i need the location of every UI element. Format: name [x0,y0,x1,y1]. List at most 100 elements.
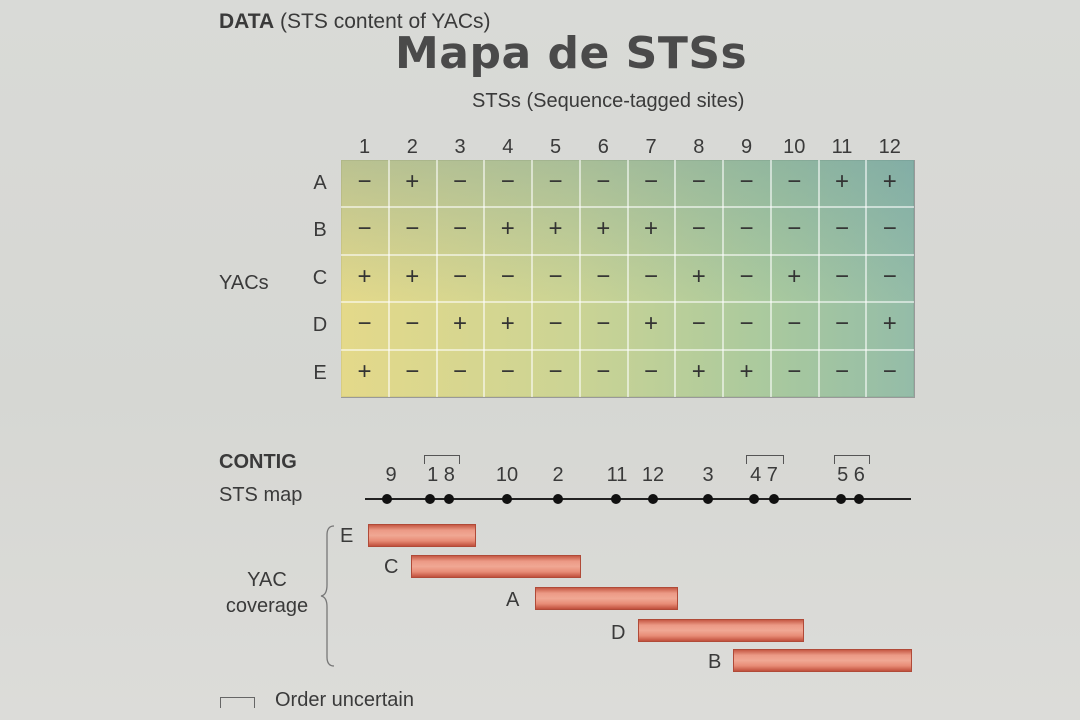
map-label: 1 8 [427,464,455,486]
grid-cell: − [596,262,611,290]
grid-cell: − [834,357,849,385]
grid-cell: + [834,168,849,195]
order-uncertain-legend-bracket [220,697,255,708]
grid-cell: − [500,262,515,290]
column-number: 7 [645,136,657,158]
grid-cell: − [405,357,420,385]
slide-title: Mapa de STSs [395,28,748,79]
sts-marker [703,494,713,504]
map-label: 4 7 [750,464,778,486]
sts-map-axis [365,498,911,500]
grid-cell: + [405,168,420,195]
grid-cell: − [357,168,372,195]
grid-cell: − [643,168,658,195]
grid-divider [341,348,914,351]
order-uncertain-bracket [746,455,784,464]
contig-heading: CONTIG [219,451,297,473]
order-uncertain-bracket [834,455,870,464]
grid-cell: − [882,215,897,243]
grid-divider [817,160,820,397]
grid-cell: + [739,357,754,385]
grid-cell: − [739,262,754,290]
order-uncertain-bracket [424,455,460,464]
yac-e-label: E [340,525,354,547]
grid-cell: + [643,215,658,243]
grid-cell: − [834,262,849,290]
grid-cell: + [357,357,372,385]
grid-divider [865,160,868,397]
row-label: B [313,219,327,242]
grid-cell: − [834,215,849,243]
grid-cell: − [452,262,467,290]
grid-divider [578,160,581,397]
grid-cell: + [500,215,515,243]
grid-divider [435,160,438,397]
grid-cell: + [643,310,658,338]
grid-cell: − [548,168,563,195]
sts-marker [382,494,392,504]
grid-cell: − [452,215,467,243]
grid-cell: − [834,310,849,338]
grid-cell: + [357,262,372,290]
grid-cell: − [548,310,563,338]
map-label: 10 [495,464,519,486]
grid-cell: − [787,168,802,195]
data-heading: DATA (STS content of YACs) [219,10,491,34]
yac-coverage-line2: coverage [225,595,309,617]
grid-cell: − [787,357,802,385]
sts-marker [502,494,512,504]
column-number: 11 [831,136,853,158]
grid-divider [387,160,390,397]
map-label: 2 [552,464,564,486]
sts-marker [611,494,621,504]
grid-cell: + [452,310,467,338]
map-label: 9 [385,464,397,486]
grid-cell: − [405,310,420,338]
grid-cell: − [548,357,563,385]
grid-divider [341,301,914,304]
yac-coverage-label: YAC coverage [219,567,315,619]
column-number: 3 [454,136,466,158]
sts-content-grid: − + − − − − − − − − + + − − − + + + + − − − − − + + − − − − − + − + − − − − + +… [341,160,915,398]
grid-divider [722,160,724,397]
grid-cell: + [787,262,802,290]
grid-cell: − [596,168,611,195]
grid-cell: − [596,310,611,338]
grid-cell: − [452,357,467,385]
data-heading-bold: DATA [219,10,275,33]
grid-cell: − [787,310,802,338]
row-label: A [313,172,327,194]
sts-marker [648,494,658,504]
grid-cell: + [882,310,897,338]
grid-cell: + [405,262,420,290]
map-label: 11 [606,464,628,486]
yac-a-label: A [506,589,520,611]
column-number: 5 [549,136,562,158]
grid-cell: − [405,215,420,243]
grid-divider [341,253,914,256]
row-label: D [312,314,328,337]
grid-divider [341,206,914,209]
legend-text: Order uncertain [275,689,414,711]
grid-cell: − [691,310,706,338]
sts-marker [836,494,846,504]
grid-cell: − [357,215,372,243]
grid-cell: + [548,215,563,243]
yacs-label: YACs [219,272,269,294]
grid-cell: − [787,215,802,243]
grid-cell: + [691,262,706,290]
grid-cell: + [691,357,706,385]
grid-cell: − [882,357,897,385]
grid-cell: − [357,310,372,338]
map-label: 3 [702,464,714,486]
map-label: 5 6 [837,464,865,486]
yac-a-bar [535,587,678,610]
sts-map-label: STS map [219,484,303,506]
yac-b-label: B [708,651,722,673]
grid-cell: − [643,357,658,385]
sts-marker [425,494,435,504]
curly-brace [320,525,335,667]
column-number: 4 [502,136,514,158]
column-number: 8 [693,136,705,158]
sts-marker [769,494,779,504]
